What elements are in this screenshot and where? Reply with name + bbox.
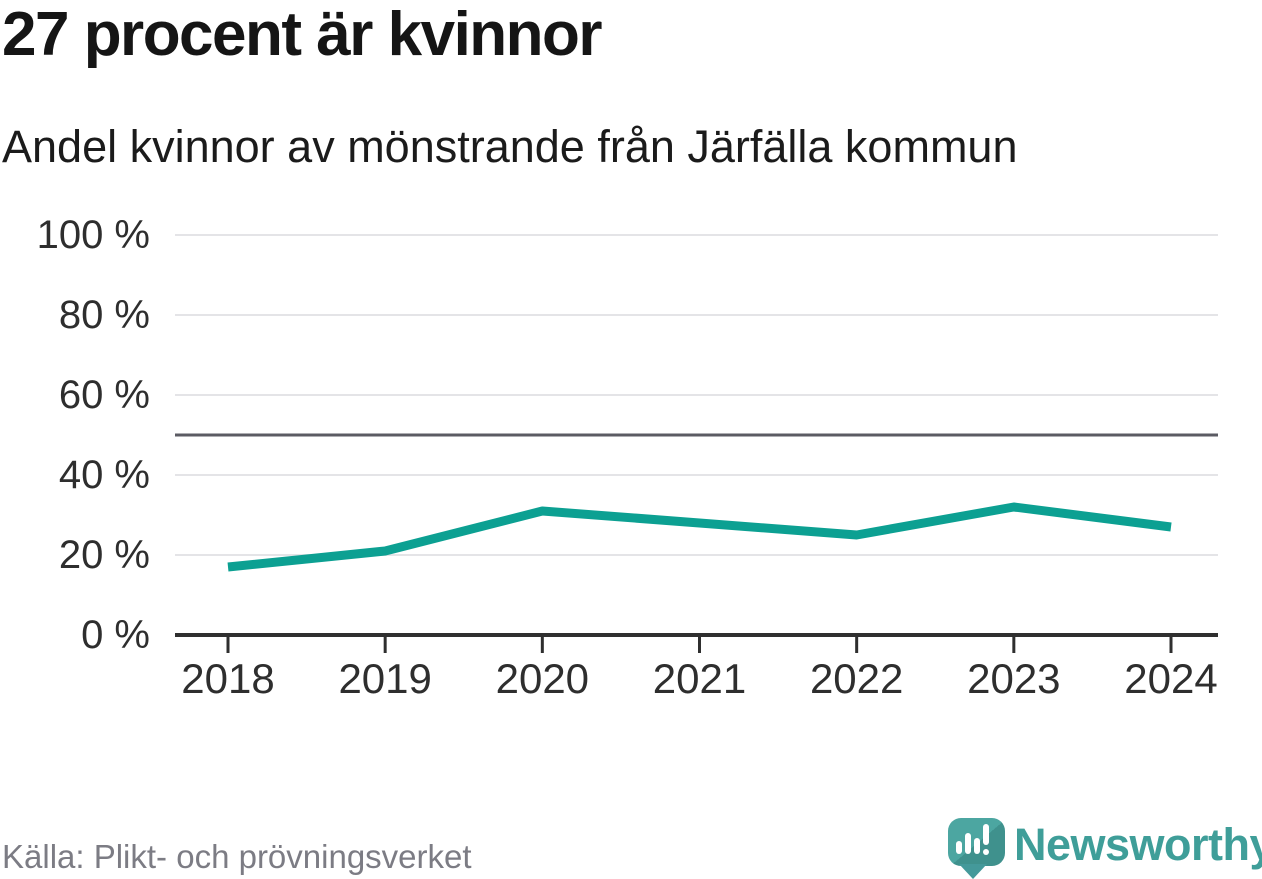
brand-name: Newsworthy	[1014, 819, 1262, 870]
x-axis-label: 2018	[181, 655, 275, 702]
y-axis-label: 20 %	[58, 533, 150, 577]
logo-bar-icon	[965, 833, 971, 854]
newsworthy-bubble-tail	[959, 864, 987, 879]
newsworthy-logo: Newsworthy	[948, 818, 1262, 879]
y-axis-label: 60 %	[58, 373, 150, 417]
logo-bar-icon	[956, 841, 962, 854]
x-axis-label: 2023	[967, 655, 1061, 702]
chart-title: 27 procent är kvinnor	[2, 0, 603, 69]
y-axis-label: 40 %	[58, 453, 150, 497]
y-axis-label: 100 %	[36, 213, 150, 257]
logo-exclamation-icon	[983, 824, 989, 845]
y-axis-label: 0 %	[81, 613, 150, 657]
data-line	[227, 502, 1172, 572]
y-axis-label: 80 %	[58, 293, 150, 337]
x-axis-label: 2024	[1124, 655, 1218, 702]
x-axis-label: 2020	[495, 655, 590, 702]
logo-bar-icon	[974, 838, 980, 854]
x-axis-label: 2021	[652, 655, 747, 702]
x-axis-label: 2022	[809, 655, 904, 702]
chart-subtitle: Andel kvinnor av mönstrande från Järfäll…	[2, 121, 1018, 172]
source-note: Källa: Plikt- och prövningsverket	[2, 838, 472, 875]
x-axis-label: 2019	[338, 655, 432, 702]
logo-exclamation-dot-icon	[983, 849, 989, 855]
